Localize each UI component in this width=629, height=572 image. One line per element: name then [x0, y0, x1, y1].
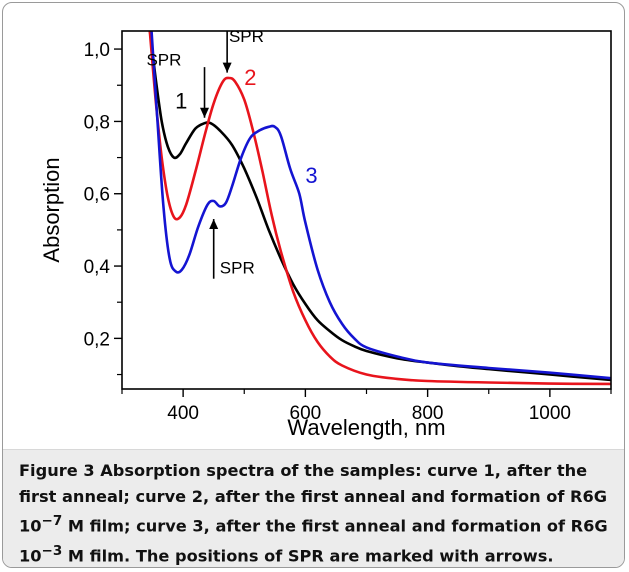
x-tick-label: 1000 [529, 403, 571, 424]
spr-annotation: SPR [220, 258, 255, 277]
caption-sup-1: −7 [41, 513, 63, 529]
y-tick-label: 1,0 [84, 40, 110, 61]
y-tick-label: 0,2 [84, 329, 110, 350]
x-axis-title: Wavelength, nm [287, 415, 445, 440]
caption-text: Absorption spectra of the samples: curve… [19, 461, 608, 536]
y-tick-label: 0,4 [84, 257, 111, 278]
spr-annotation: SPR [146, 50, 181, 69]
x-tick-label: 600 [290, 403, 322, 424]
curve-label-1: 1 [175, 89, 187, 114]
series-2-line [148, 31, 611, 386]
absorption-chart: 400 600 800 1000 0,2 0,4 0,6 0,8 1,0 Wavelength,… [39, 27, 612, 440]
y-tick-label: 0,6 [84, 185, 110, 206]
x-tick-label: 800 [412, 403, 444, 424]
caption-box: Figure 3 Absorption spectra of the sampl… [3, 449, 624, 567]
caption-text-3: M film. The positions of SPR are marked … [62, 546, 554, 566]
curve-label-2: 2 [244, 65, 256, 90]
y-axis-title: Absorption [39, 157, 64, 262]
caption-text-2: M film; curve 3, after the first anneal … [19, 516, 608, 566]
spr-arrow-head [209, 219, 219, 230]
spr-annotation: SPR [229, 27, 264, 46]
series-3-line [150, 31, 611, 380]
caption-lead: Figure 3 [19, 461, 95, 480]
series-1-line [148, 31, 611, 382]
caption-sup-2: −3 [41, 542, 63, 559]
plot-frame [121, 30, 612, 390]
spr-arrow-head [222, 62, 232, 73]
y-tick-label: 0,8 [84, 112, 110, 133]
figure-caption: Figure 3 Absorption spectra of the sampl… [19, 458, 619, 567]
x-tick-label: 400 [167, 403, 199, 424]
curve-label-3: 3 [305, 163, 317, 188]
spr-arrow-head [200, 107, 210, 118]
